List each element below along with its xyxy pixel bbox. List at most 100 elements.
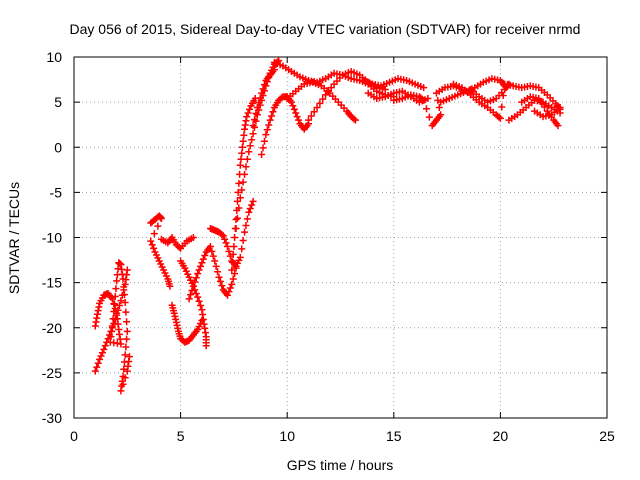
x-tick-label: 10 (279, 428, 295, 444)
data-point (189, 234, 197, 241)
data-point (192, 289, 200, 297)
data-point (252, 117, 260, 125)
data-point (242, 163, 250, 171)
data-point (147, 237, 155, 245)
data-point (208, 247, 216, 255)
data-point (175, 243, 183, 251)
x-axis-label: GPS time / hours (287, 457, 394, 473)
data-point (113, 277, 121, 285)
axis-ticks: 0 5 10 15 20 25 -30 -25 -20 -15 -10 -5 0 5 10 (42, 49, 615, 444)
data-point (120, 291, 128, 299)
data-point (437, 111, 445, 119)
data-point (198, 317, 206, 325)
data-point (234, 188, 242, 196)
data-point (268, 112, 276, 120)
data-point (122, 308, 130, 316)
data-point (224, 243, 232, 251)
data-point (243, 215, 251, 223)
data-point (166, 282, 174, 290)
data-point (422, 105, 430, 113)
data-point (235, 204, 243, 212)
data-point (154, 222, 162, 230)
data-point (115, 301, 123, 309)
data-point (305, 116, 313, 124)
y-tick-label: 0 (54, 139, 62, 155)
data-point (157, 215, 165, 223)
data-point (148, 241, 156, 249)
data-point (313, 104, 321, 112)
y-tick-label: 10 (46, 49, 62, 65)
data-point (243, 113, 251, 121)
data-point (253, 111, 261, 119)
data-point (195, 297, 203, 305)
data-point (266, 116, 274, 124)
data-point (111, 300, 119, 308)
data-point (209, 252, 217, 260)
data-point (216, 277, 224, 285)
data-point (236, 194, 244, 202)
data-point (292, 109, 300, 117)
plot-frame (73, 56, 608, 419)
data-point (121, 298, 129, 306)
data-point (259, 144, 267, 152)
data-point (199, 255, 207, 263)
x-tick-label: 25 (599, 428, 615, 444)
data-point (246, 142, 254, 150)
data-point (214, 268, 222, 276)
data-point (253, 104, 261, 112)
data-point (110, 308, 118, 316)
data-point (198, 259, 206, 267)
data-point (319, 95, 327, 103)
data-point (112, 285, 120, 293)
y-tick-label: -10 (42, 230, 62, 246)
data-point (238, 143, 246, 151)
y-tick-label: -15 (42, 275, 62, 291)
data-point (249, 130, 257, 138)
data-point (96, 355, 104, 363)
data-point (229, 275, 237, 283)
data-point (101, 342, 109, 350)
data-point (310, 108, 318, 116)
data-point (228, 258, 236, 266)
data-point (108, 322, 116, 330)
data-point (123, 318, 131, 326)
data-point (240, 131, 248, 139)
data-point (123, 335, 131, 343)
data-point (237, 155, 245, 163)
data-point (270, 66, 278, 74)
data-point (289, 102, 297, 110)
data-point (245, 208, 253, 216)
data-point (269, 108, 277, 116)
data-point (233, 197, 241, 205)
data-point (499, 92, 507, 100)
data-point (241, 170, 249, 178)
data-point (225, 288, 233, 296)
data-point (228, 280, 236, 288)
data-point (535, 95, 543, 103)
data-point (258, 150, 266, 158)
data-point (195, 266, 203, 274)
data-point (252, 110, 260, 118)
data-point (248, 201, 256, 209)
data-point (230, 243, 238, 251)
data-point (316, 99, 324, 107)
data-point (201, 252, 209, 260)
data-point (245, 148, 253, 156)
data-point (263, 126, 271, 134)
data-point (251, 116, 259, 124)
data-point (192, 274, 200, 282)
data-point (244, 109, 252, 117)
data-point (239, 137, 247, 145)
data-markers (91, 57, 564, 395)
x-tick-label: 0 (70, 428, 78, 444)
y-tick-label: -30 (42, 410, 62, 426)
data-point (496, 114, 504, 122)
data-point (307, 112, 315, 120)
data-point (248, 136, 256, 144)
data-point (241, 228, 249, 236)
data-point (293, 113, 301, 121)
data-point (495, 113, 503, 121)
data-point (232, 224, 240, 232)
data-point (196, 301, 204, 309)
data-point (262, 131, 270, 139)
